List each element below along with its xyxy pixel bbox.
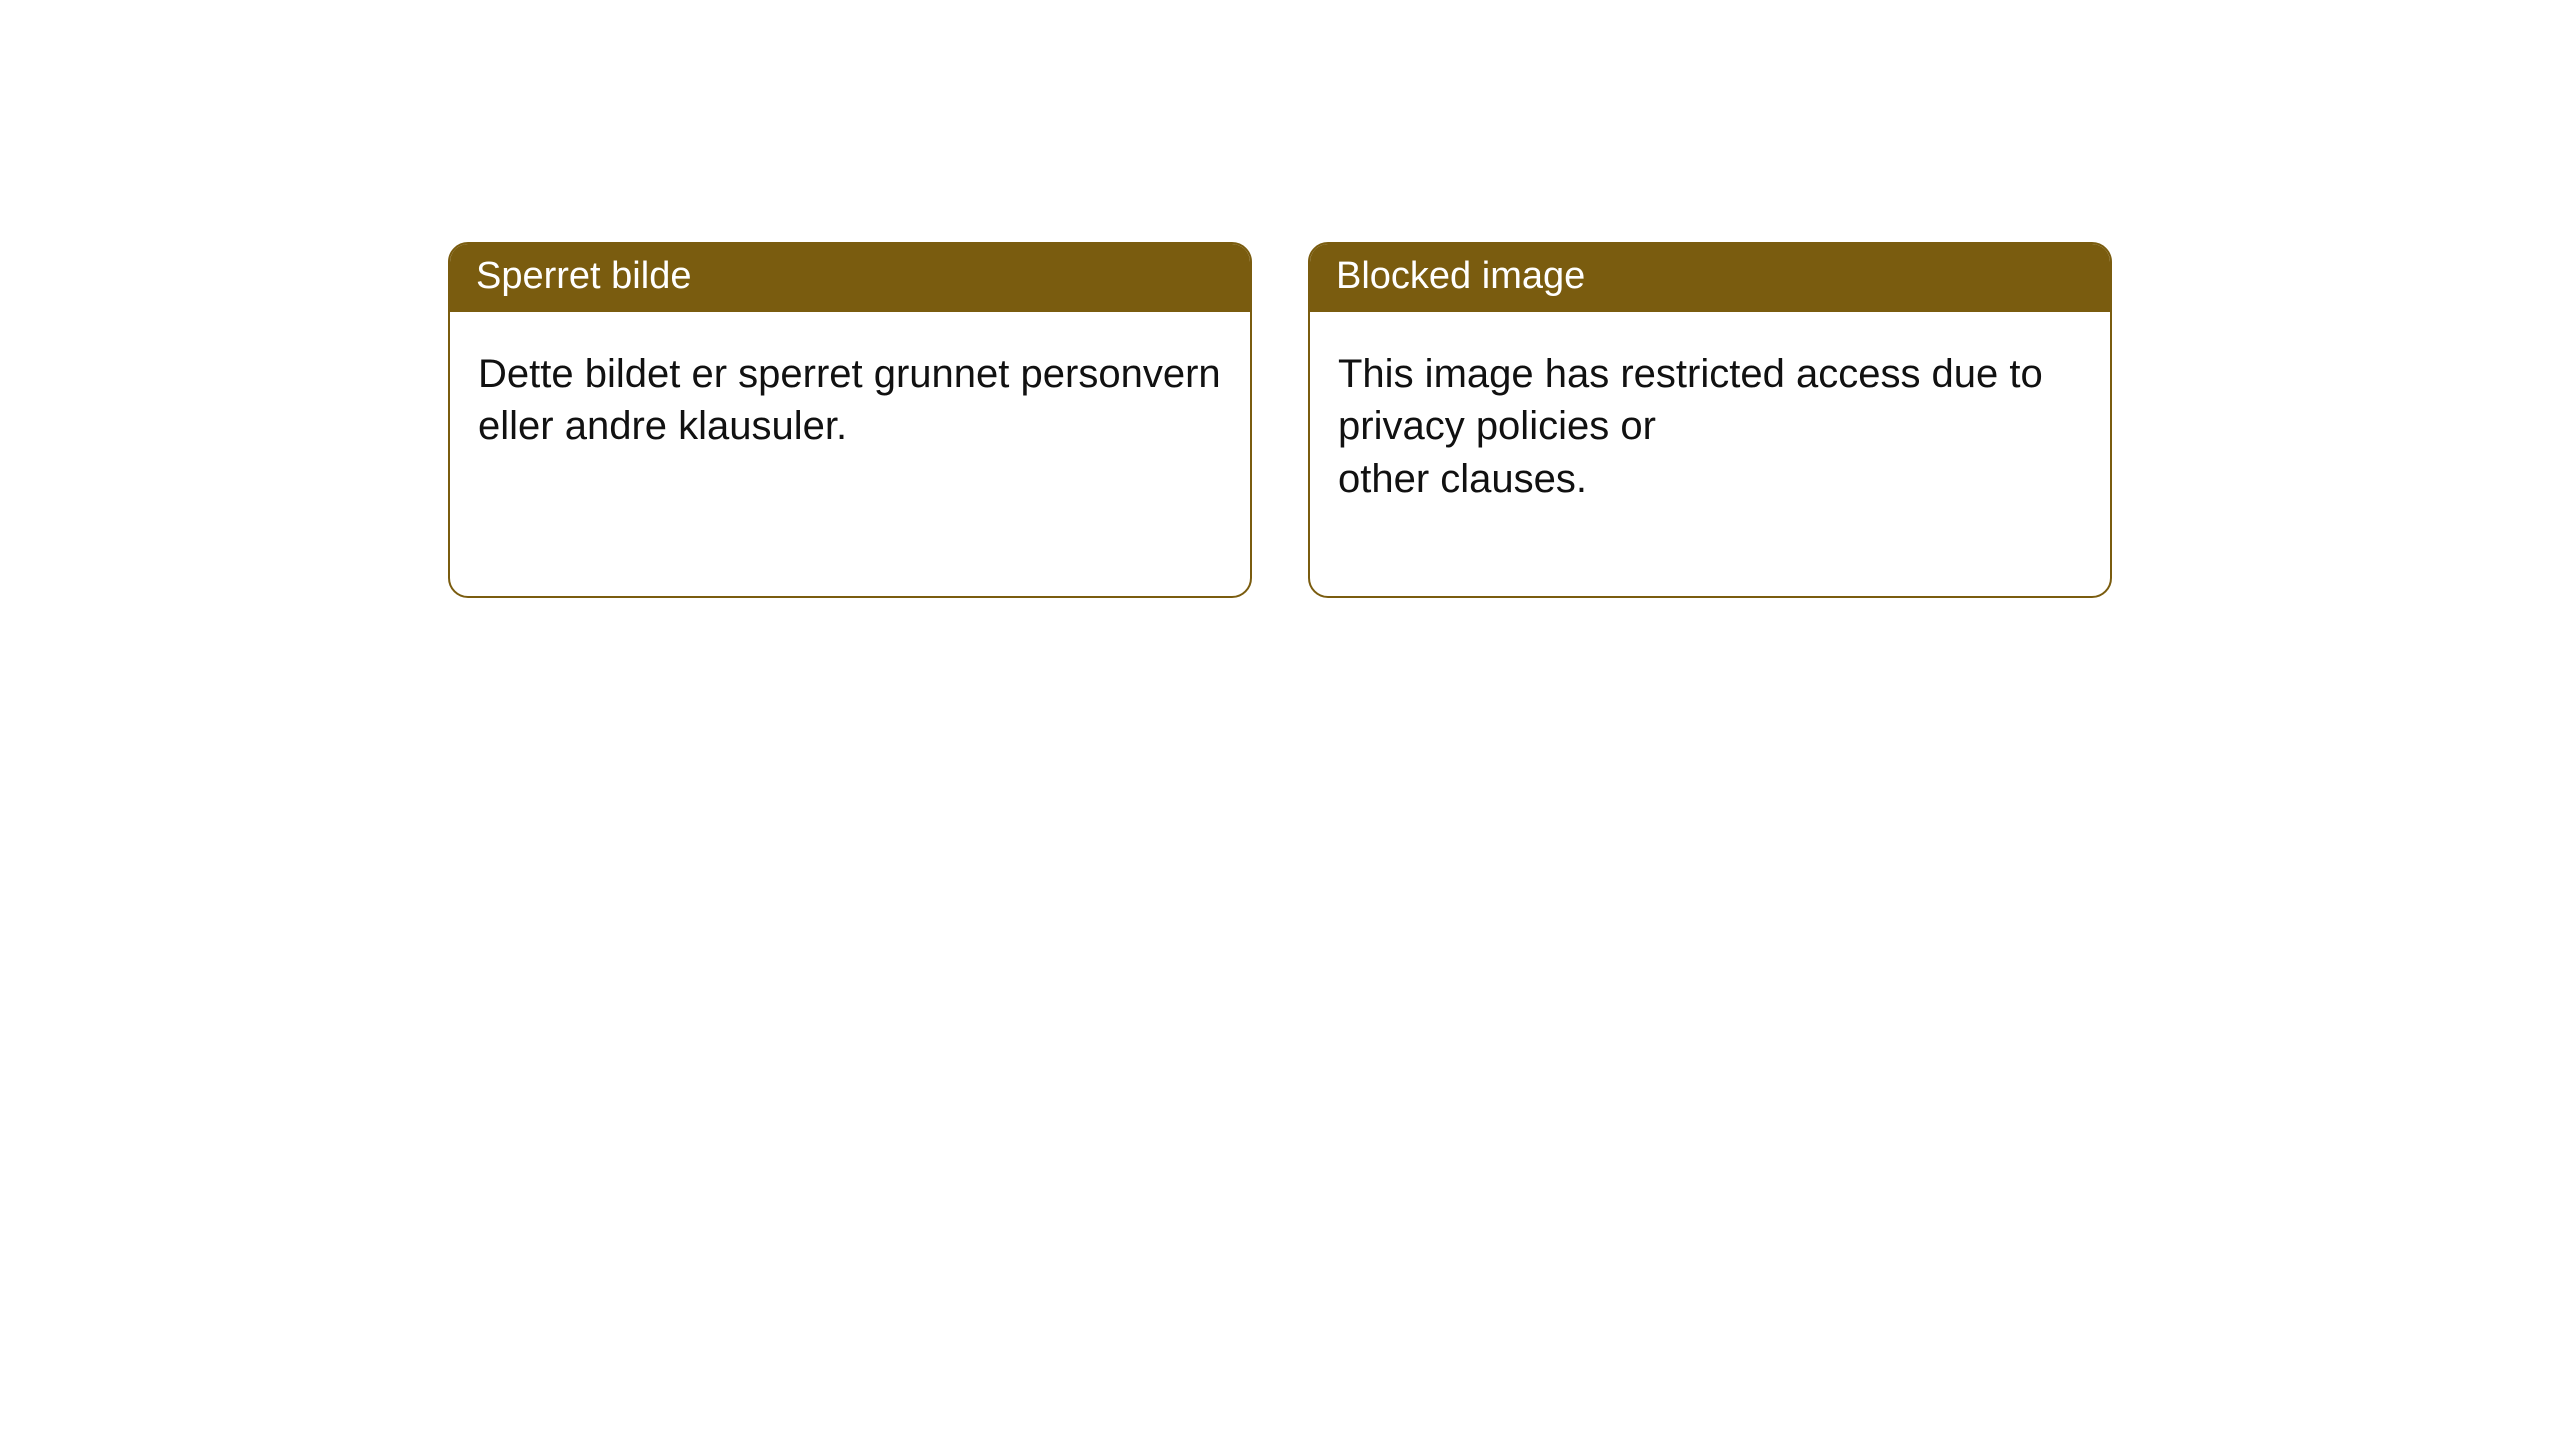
notice-card-english: Blocked image This image has restricted … (1308, 242, 2112, 598)
notice-cards-row: Sperret bilde Dette bildet er sperret gr… (448, 242, 2112, 598)
notice-card-title: Blocked image (1310, 244, 2110, 312)
notice-card-body: This image has restricted access due to … (1310, 312, 2110, 596)
notice-card-body: Dette bildet er sperret grunnet personve… (450, 312, 1250, 544)
notice-card-norwegian: Sperret bilde Dette bildet er sperret gr… (448, 242, 1252, 598)
notice-card-title: Sperret bilde (450, 244, 1250, 312)
